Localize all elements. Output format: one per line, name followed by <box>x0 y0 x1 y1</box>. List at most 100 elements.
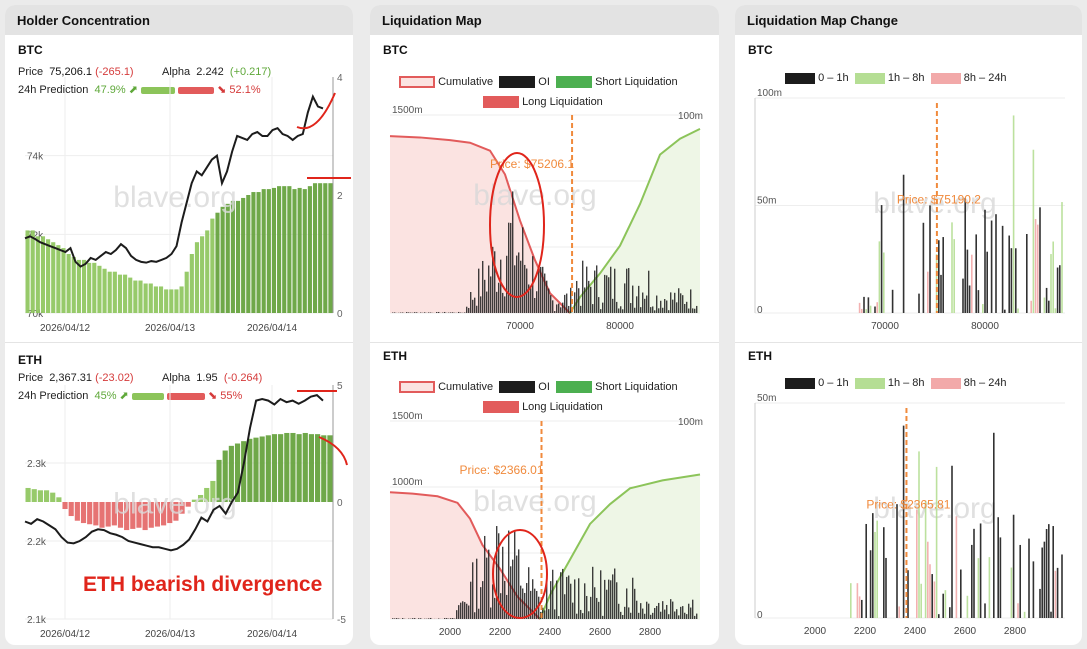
change-bar <box>1004 309 1006 313</box>
oi-bar <box>414 312 416 313</box>
alpha-bar <box>68 502 74 517</box>
y-tick-label: 74k <box>27 152 44 163</box>
legend-0-1h-swatch <box>785 72 815 84</box>
alpha-bar <box>25 487 31 502</box>
alpha-bar <box>93 502 99 526</box>
oi-bar <box>518 549 520 619</box>
alpha-bar <box>37 490 43 502</box>
divider <box>735 342 1082 343</box>
oi-bar <box>634 588 636 619</box>
oi-bar <box>586 266 588 313</box>
y2-tick-label: 4 <box>337 73 343 84</box>
change-bar <box>966 595 969 618</box>
oi-bar <box>508 222 510 313</box>
oi-bar <box>604 579 606 619</box>
alpha-bar <box>31 489 37 502</box>
oi-bar <box>414 618 416 619</box>
oi-bar <box>394 312 396 313</box>
oi-bar <box>466 306 468 313</box>
alpha-bar <box>74 502 80 521</box>
oi-bar <box>550 295 552 313</box>
oi-bar <box>642 608 644 619</box>
oi-bar <box>506 594 508 619</box>
legend-cumulative: Cumulative <box>438 76 494 88</box>
change-bar <box>1056 567 1059 618</box>
change-bar <box>997 517 999 618</box>
oi-bar <box>696 305 698 313</box>
eth-liquidation-change-chart: 0 50m 2000 2200 2400 2600 2800 blave.orgPrice: … <box>754 393 1065 637</box>
prediction-bar-up <box>131 392 164 400</box>
oi-bar <box>602 302 604 313</box>
change-bar <box>1032 561 1035 618</box>
btc-liquidation-map-chart: 0500m1000m1500m50m100m7000080000blave.or… <box>389 105 703 332</box>
change-bar <box>918 293 920 313</box>
legend: 0 – 1h 1h – 8h 8h – 24h <box>785 377 1007 389</box>
x-tick-label: 2026/04/12 <box>40 629 90 640</box>
oi-bar <box>502 546 504 619</box>
oi-bar <box>670 599 672 619</box>
oi-bar <box>648 270 650 313</box>
alpha-bar <box>87 262 92 313</box>
oi-bar <box>616 301 618 313</box>
change-bar <box>949 607 951 618</box>
legend-1-8h: 1h – 8h <box>887 72 925 84</box>
alpha-bar <box>296 434 302 502</box>
alpha-bar <box>61 248 66 313</box>
alpha-bar <box>87 502 93 525</box>
y2-tick-label: 100m <box>678 111 703 122</box>
oi-bar <box>588 611 590 619</box>
oi-bar <box>582 613 584 619</box>
change-bar <box>975 234 977 313</box>
change-bar <box>942 593 944 618</box>
legend: Cumulative OI Short Liquidation Long Liq… <box>399 377 699 417</box>
change-bar <box>971 544 973 618</box>
watermark: blave.org <box>113 181 236 214</box>
oi-bar <box>458 311 460 313</box>
btc-holder-chart: 70k 72k 74k 2026/04/12 2026/04/13 2026/04/14 0… <box>24 73 351 334</box>
oi-bar <box>458 605 460 619</box>
alpha-bar <box>200 236 205 313</box>
change-bar <box>929 205 931 313</box>
change-bar <box>907 570 909 618</box>
oi-bar <box>394 618 396 619</box>
oi-bar <box>654 607 656 619</box>
change-bar <box>1008 235 1010 313</box>
oi-bar <box>576 280 578 313</box>
oi-bar <box>644 298 646 313</box>
oi-bar <box>644 613 646 619</box>
alpha-bar <box>256 192 261 313</box>
y-tick-label: 2.3k <box>27 459 47 470</box>
alpha-bar <box>128 277 133 313</box>
change-bar <box>1012 115 1015 313</box>
oi-bar <box>430 617 432 619</box>
oi-bar <box>592 566 594 619</box>
oi-bar <box>486 291 488 313</box>
eth-liquidation-map-chart: 0500m1000m1500m50m100m200022002400260028… <box>389 411 703 638</box>
alpha-bar <box>290 432 296 502</box>
watermark: blave.org <box>873 187 996 220</box>
alpha-bar <box>261 189 266 313</box>
alpha-bar <box>222 450 228 502</box>
oi-bar <box>674 292 676 313</box>
change-bar <box>929 564 931 618</box>
oi-bar <box>596 597 598 619</box>
change-bar <box>933 581 936 618</box>
alpha-bar <box>107 271 112 313</box>
alpha-bar <box>266 189 271 313</box>
change-bar <box>1041 547 1043 618</box>
eth-holder-chart: 2.1k 2.2k 2.3k 2026/04/12 2026/04/13 2026/04/… <box>24 381 348 640</box>
alpha-bar <box>234 443 241 502</box>
oi-bar <box>496 526 498 619</box>
oi-bar <box>420 312 422 313</box>
x-tick-label: 2600 <box>589 627 612 638</box>
alpha-bar <box>277 186 282 313</box>
oi-bar <box>636 600 638 619</box>
alpha-bar <box>230 200 235 313</box>
alpha-bar <box>97 265 102 313</box>
change-bar <box>1034 219 1037 313</box>
change-bar <box>876 302 878 313</box>
alpha-bar <box>216 459 222 502</box>
alpha-bar <box>307 186 312 313</box>
btc-price-change: (-265.1) <box>95 66 134 78</box>
oi-bar <box>664 609 666 619</box>
